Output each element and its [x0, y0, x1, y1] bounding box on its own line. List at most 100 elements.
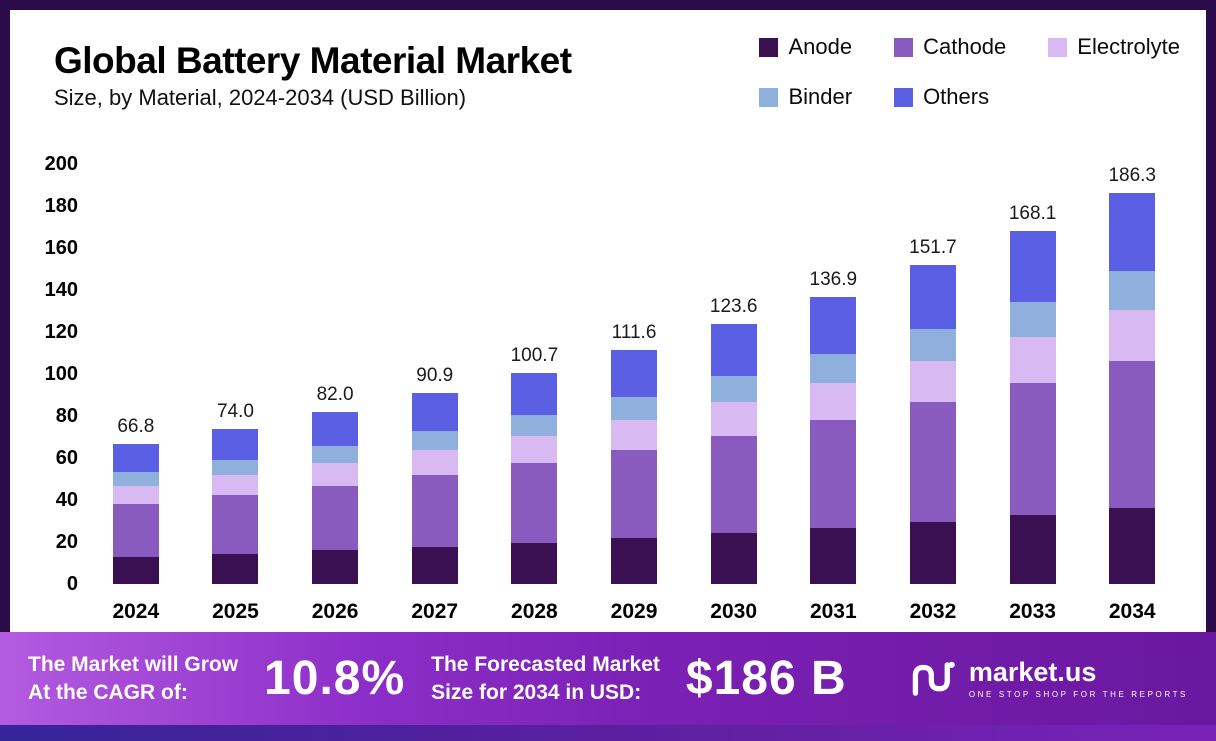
legend-swatch [894, 37, 914, 57]
bar-2025: 74.0 [186, 164, 286, 584]
cagr-label-line2: At the CAGR of: [28, 680, 188, 704]
bar-stack [909, 265, 956, 584]
bar-segment-electrolyte [611, 420, 658, 451]
x-label-2030: 2030 [710, 600, 758, 623]
bar-segment-anode [312, 550, 359, 584]
bar-total-label: 74.0 [216, 400, 254, 422]
forecast-label-line2: Size for 2034 in USD: [431, 680, 642, 704]
bar-stack [1109, 192, 1156, 584]
bar-segment-binder [1109, 271, 1156, 311]
chart-region: 0 20 40 60 80 100 120 140 160 180 200 66.8 74.0 82.0… [30, 154, 1182, 594]
brand-block: market.us ONE STOP SHOP FOR THE REPORTS [911, 658, 1188, 699]
bar-segment-anode [611, 538, 658, 584]
legend-label: Electrolyte [1077, 34, 1180, 59]
y-tick-label: 140 [44, 279, 78, 301]
x-label-2026: 2026 [311, 600, 359, 623]
bar-total-label: 151.7 [909, 237, 957, 259]
bar-total-label: 123.6 [709, 296, 758, 318]
chart-legend: Anode Cathode Electrolyte Binder Others [759, 24, 1182, 134]
bar-segment-binder [212, 459, 259, 476]
bar-2030: 123.6 [684, 164, 784, 584]
bar-segment-cathode [909, 402, 956, 522]
bar-2028: 100.7 [485, 164, 585, 584]
bar-segment-binder [1009, 301, 1056, 337]
plot-area: 66.8 74.0 82.0 90.9 100.7 111.6 123.6 136.9 151.… [86, 164, 1182, 584]
bar-segment-anode [511, 542, 558, 584]
bar-total-label: 100.7 [510, 344, 559, 366]
bar-segment-cathode [411, 475, 458, 547]
x-axis-labels: 2024 2025 2026 2027 2028 2029 2030 2031 2032 2033… [86, 600, 1182, 624]
bar-segment-others [710, 324, 757, 377]
cagr-label-line1: The Market will Grow [28, 653, 239, 677]
bar-segment-anode [1109, 507, 1156, 584]
legend-row-1: Anode Cathode Electrolyte [759, 34, 1180, 60]
brand-text: market.us ONE STOP SHOP FOR THE REPORTS [968, 658, 1188, 699]
bar-segment-others [611, 349, 658, 397]
bar-segment-binder [312, 446, 359, 464]
bar-segment-others [112, 443, 159, 472]
chart-panel: Global Battery Material Market Size, by … [0, 0, 1216, 632]
bar-segment-electrolyte [909, 361, 956, 403]
bar-segment-electrolyte [1009, 336, 1056, 383]
legend-item-electrolyte: Electrolyte [1048, 34, 1180, 60]
bar-2029: 111.6 [584, 164, 684, 584]
bar-segment-cathode [810, 420, 857, 528]
x-label-2028: 2028 [511, 600, 558, 623]
bar-stack [1009, 231, 1056, 584]
y-axis: 0 20 40 60 80 100 120 140 160 180 200 [30, 154, 86, 594]
forecast-label-line1: The Forecasted Market [431, 653, 660, 677]
bar-segment-cathode [710, 436, 757, 534]
brand-tagline: ONE STOP SHOP FOR THE REPORTS [968, 689, 1188, 699]
legend-item-anode: Anode [759, 34, 852, 60]
bar-segment-cathode [611, 450, 658, 539]
bar-2027: 90.9 [385, 164, 485, 584]
x-label-2032: 2032 [909, 600, 957, 623]
bar-total-label: 168.1 [1008, 203, 1057, 224]
bar-total-label: 136.9 [809, 268, 858, 290]
cagr-value: 10.8% [264, 652, 406, 705]
bar-segment-anode [411, 546, 458, 584]
x-label-2024: 2024 [112, 600, 160, 623]
bar-segment-binder [810, 354, 857, 383]
legend-swatch [759, 87, 779, 107]
bar-2033: 168.1 [983, 164, 1083, 584]
legend-item-others: Others [894, 84, 989, 110]
bottom-banner: The Market will Grow At the CAGR of: 10.… [0, 632, 1216, 725]
bar-stack [511, 372, 558, 584]
bar-segment-electrolyte [511, 435, 558, 464]
bar-segment-binder [909, 329, 956, 361]
bar-segment-others [212, 428, 259, 460]
bar-segment-others [909, 265, 956, 330]
bar-segment-electrolyte [312, 463, 359, 486]
bar-segment-electrolyte [710, 402, 757, 437]
bar-segment-cathode [1109, 361, 1156, 508]
page-title: Global Battery Material Market [54, 40, 572, 81]
x-label-2029: 2029 [610, 600, 658, 623]
bar-2034: 186.3 [1082, 164, 1182, 584]
y-tick-label: 160 [44, 237, 78, 259]
y-tick-label: 40 [55, 489, 78, 511]
bar-segment-anode [909, 521, 956, 584]
x-label-2025: 2025 [212, 600, 259, 623]
y-tick-label: 80 [55, 405, 78, 427]
cagr-label: The Market will Grow At the CAGR of: [28, 651, 238, 706]
title-block: Global Battery Material Market Size, by … [54, 40, 572, 111]
bar-2026: 82.0 [285, 164, 385, 584]
bar-segment-others [1109, 192, 1156, 272]
y-tick-label: 60 [55, 447, 78, 469]
legend-label: Binder [788, 84, 853, 109]
bar-stack [411, 393, 458, 584]
legend-item-binder: Binder [759, 84, 852, 110]
bar-segment-electrolyte [112, 485, 159, 504]
legend-label: Anode [788, 34, 853, 59]
bar-segment-electrolyte [212, 475, 259, 496]
bar-segment-electrolyte [810, 382, 857, 421]
forecast-value: $186 B [685, 652, 847, 705]
bar-segment-anode [212, 553, 259, 584]
legend-label: Cathode [923, 34, 1007, 59]
bar-stack [312, 411, 359, 584]
bar-segment-cathode [112, 504, 159, 557]
x-label-2034: 2034 [1108, 600, 1156, 623]
bar-segment-cathode [312, 485, 359, 551]
